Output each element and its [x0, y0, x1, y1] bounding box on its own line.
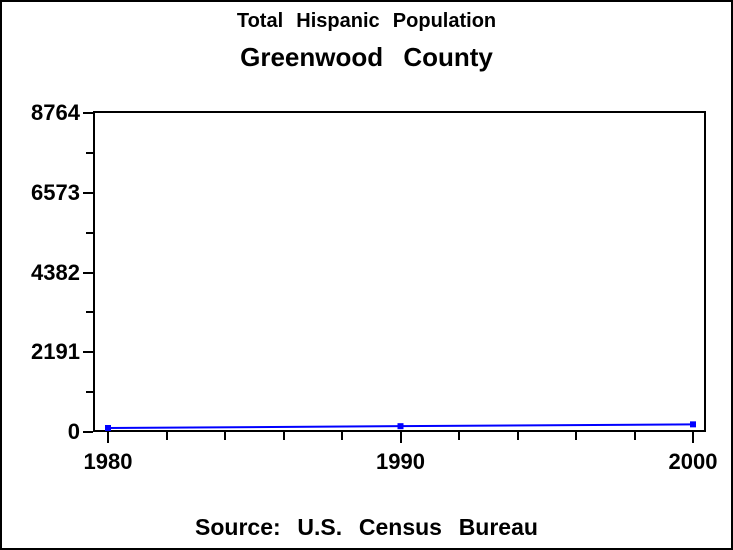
- y-axis-tick-label: 6573: [31, 179, 80, 205]
- y-axis-major-tick: [83, 112, 93, 114]
- y-axis-minor-tick: [86, 231, 93, 234]
- x-axis-minor-tick: [458, 432, 460, 440]
- x-axis-tick-label: 1980: [83, 449, 133, 474]
- plot-area-frame: [93, 111, 706, 432]
- y-axis-major-tick: [83, 271, 93, 274]
- x-axis-minor-tick: [575, 432, 577, 440]
- x-axis-minor-tick: [165, 432, 168, 440]
- chart-title: Greenwood County: [240, 42, 493, 72]
- y-axis-minor-tick: [86, 391, 93, 394]
- y-axis-major-tick: [83, 351, 93, 354]
- x-axis-minor-tick: [516, 432, 519, 440]
- x-axis-minor-tick: [633, 432, 636, 440]
- x-axis-minor-tick: [341, 432, 343, 440]
- x-axis-minor-tick: [224, 432, 226, 440]
- y-axis-major-tick: [83, 191, 93, 194]
- x-axis-major-tick: [107, 432, 109, 443]
- x-axis-major-tick: [692, 432, 694, 443]
- chart-subtitle: Total Hispanic Population: [236, 10, 497, 32]
- y-axis-tick-label: 4382: [31, 259, 80, 285]
- source-caption: Source: U.S. Census Bureau: [195, 514, 538, 540]
- x-axis-tick-label: 1990: [376, 449, 425, 474]
- y-axis-minor-tick: [86, 151, 93, 154]
- y-axis-tick-label: 2191: [31, 339, 80, 365]
- y-axis-major-tick: [83, 431, 93, 433]
- y-axis-minor-tick: [86, 311, 93, 314]
- x-axis-minor-tick: [282, 432, 285, 440]
- y-axis-tick-label: 0: [67, 419, 80, 444]
- x-axis-major-tick: [399, 432, 402, 443]
- x-axis-tick-label: 2000: [668, 449, 718, 474]
- y-axis-tick-label: 8764: [31, 100, 80, 125]
